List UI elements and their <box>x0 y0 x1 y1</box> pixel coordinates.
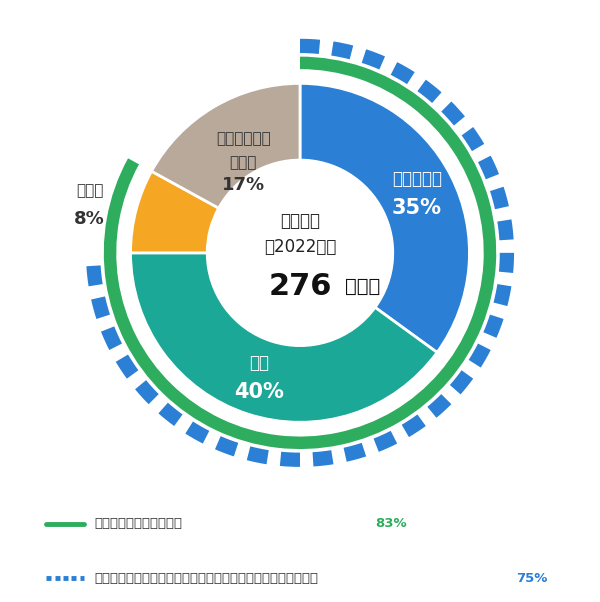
Wedge shape <box>331 42 353 60</box>
Wedge shape <box>490 187 509 209</box>
Wedge shape <box>300 84 469 352</box>
Wedge shape <box>450 370 473 394</box>
Text: 8%: 8% <box>74 210 105 228</box>
Wedge shape <box>497 219 514 240</box>
Wedge shape <box>91 296 110 319</box>
Wedge shape <box>484 315 503 338</box>
Text: プロフィール: プロフィール <box>216 132 271 146</box>
Text: 276: 276 <box>268 272 332 301</box>
Text: 35%: 35% <box>392 197 442 217</box>
Wedge shape <box>441 102 465 125</box>
Wedge shape <box>158 403 182 426</box>
Text: 17%: 17% <box>222 176 265 194</box>
Text: 調達総量: 調達総量 <box>280 212 320 230</box>
Text: 未登録: 未登録 <box>230 155 257 170</box>
Wedge shape <box>135 380 159 404</box>
Wedge shape <box>86 265 103 287</box>
Text: 40%: 40% <box>235 382 284 402</box>
Text: 75%: 75% <box>516 572 547 585</box>
Wedge shape <box>478 156 499 179</box>
Text: （2022年）: （2022年） <box>264 238 336 256</box>
Wedge shape <box>461 127 484 151</box>
Text: 要改善: 要改善 <box>76 183 103 198</box>
Wedge shape <box>131 171 219 253</box>
Circle shape <box>207 160 393 346</box>
Text: 万トン: 万トン <box>344 278 380 296</box>
Wedge shape <box>101 326 122 350</box>
Text: 管理の仕組みがある漁業: 管理の仕組みがある漁業 <box>95 518 183 530</box>
Text: 優れた管理: 優れた管理 <box>392 170 442 188</box>
Wedge shape <box>185 421 209 444</box>
Wedge shape <box>418 79 442 103</box>
Wedge shape <box>313 450 334 467</box>
Wedge shape <box>131 253 437 422</box>
Wedge shape <box>247 446 269 464</box>
Wedge shape <box>344 443 366 462</box>
Wedge shape <box>401 414 426 437</box>
Wedge shape <box>374 431 397 452</box>
Wedge shape <box>215 436 238 456</box>
Text: 適切に管理維持されている資源（「優れた管理」、「管理」）: 適切に管理維持されている資源（「優れた管理」、「管理」） <box>95 572 319 585</box>
Wedge shape <box>493 284 511 306</box>
Wedge shape <box>300 39 320 54</box>
Wedge shape <box>469 344 491 368</box>
Wedge shape <box>104 57 496 449</box>
Wedge shape <box>427 394 451 418</box>
Wedge shape <box>391 62 415 84</box>
Wedge shape <box>280 452 300 467</box>
Wedge shape <box>116 355 139 379</box>
Wedge shape <box>152 84 300 208</box>
Text: 管理: 管理 <box>250 354 269 372</box>
Wedge shape <box>362 49 385 69</box>
Wedge shape <box>499 253 514 273</box>
Text: 83%: 83% <box>376 518 407 530</box>
